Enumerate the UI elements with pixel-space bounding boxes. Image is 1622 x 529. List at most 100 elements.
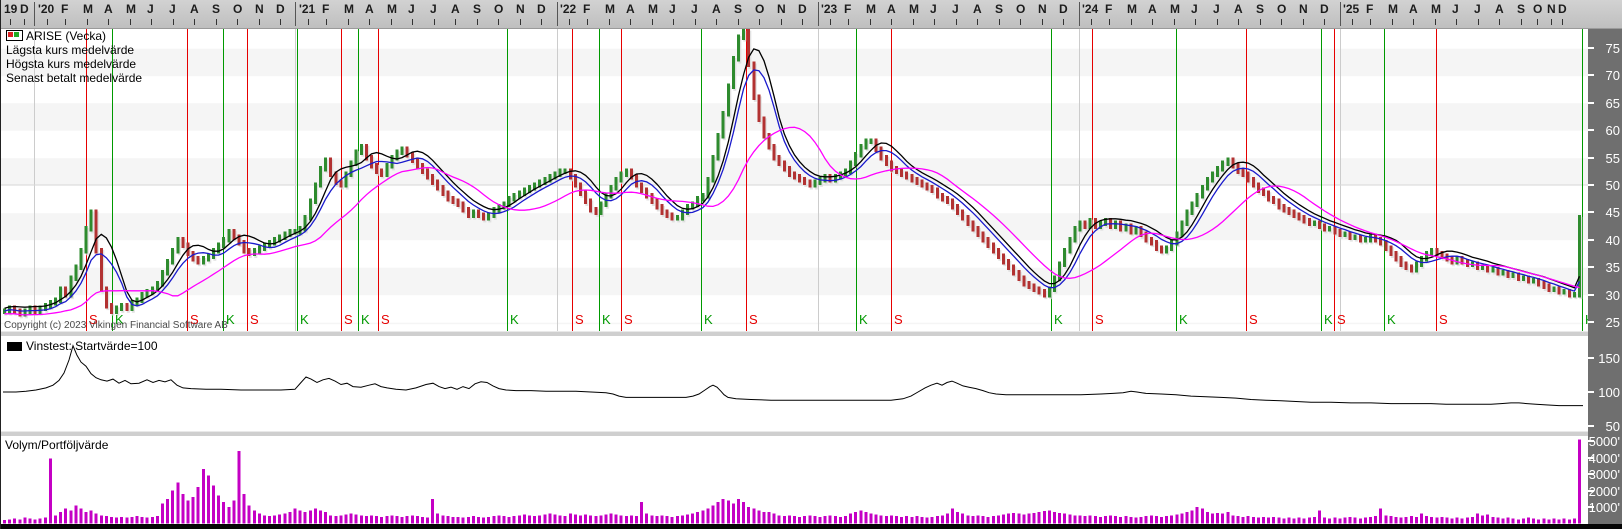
candle-up [79, 248, 83, 270]
time-axis-tick [1352, 19, 1353, 25]
vinstest-pane[interactable]: Vinstest: Startvärde=100 [1, 336, 1588, 431]
volume-bar [655, 516, 659, 524]
time-axis-tick [1303, 19, 1304, 25]
volume-bar [1088, 515, 1092, 524]
volume-bar [151, 516, 154, 524]
time-axis-label: O [233, 2, 243, 16]
time-axis-label: F [844, 2, 852, 16]
candle-down [660, 204, 664, 216]
volume-bar [1511, 518, 1515, 524]
candle-up [171, 248, 174, 265]
volume-bar [44, 517, 47, 524]
time-axis-label: J [930, 2, 937, 16]
volume-bar [548, 513, 552, 524]
candle-down [650, 193, 654, 205]
volume-bar [864, 511, 868, 524]
chart-legend: ARISE (Vecka) Lägsta kurs medelvärde Hög… [6, 29, 142, 85]
volume-bar [166, 498, 169, 524]
sell-signal-letter: S [1249, 312, 1258, 327]
volume-bar [263, 515, 266, 524]
volume-bar [1160, 516, 1163, 524]
candle-up [742, 28, 745, 40]
time-axis-label: O [1277, 2, 1287, 16]
candle-up [1511, 272, 1515, 279]
year-separator-tick [1340, 2, 1341, 26]
volume-bar [1384, 515, 1388, 524]
candle-down [788, 165, 791, 177]
candle-up [1364, 237, 1367, 243]
time-axis-tick [237, 19, 238, 25]
panel-separator-2[interactable] [1, 431, 1588, 436]
volume-bar [869, 513, 873, 524]
candle-down [1440, 250, 1444, 259]
candle-down [1557, 286, 1561, 295]
time-axis-label: N [1038, 2, 1047, 16]
candle-down [125, 302, 129, 312]
volume-bar [1226, 511, 1230, 524]
candle-up [1211, 171, 1214, 183]
time-axis-tick [977, 19, 978, 25]
volume-bar [1007, 513, 1010, 524]
candle-up [385, 163, 389, 177]
volume-bar [319, 510, 322, 524]
vinstest-axis-label: 150 [1598, 351, 1620, 366]
candle-down [1399, 256, 1403, 268]
panel-separator-1[interactable] [1, 331, 1588, 336]
time-axis-tick [569, 19, 570, 25]
candle-down [1043, 289, 1046, 298]
volume-bar [298, 510, 302, 524]
volume-bar [518, 515, 521, 524]
candle-up [538, 179, 541, 188]
candle-down [64, 286, 67, 298]
volume-bar [196, 487, 200, 524]
time-axis-label: S [1517, 2, 1526, 16]
sell-signal-letter: S [894, 312, 903, 327]
volume-bar [1491, 516, 1495, 524]
volume-bar [1542, 518, 1546, 524]
time-axis-label: '20 [38, 2, 55, 16]
time-axis-tick [1551, 19, 1552, 25]
time-axis-label: O [1533, 2, 1543, 16]
volume-bar [1236, 516, 1240, 524]
volume-pane[interactable]: Volym/Portföljvärde [1, 436, 1588, 524]
time-axis[interactable]: 19 D '20 F M A M J J A S O N D '21 F M A M J J A S O N D '22 F M A M J J… [1, 0, 1622, 29]
time-axis-tick [1392, 19, 1393, 25]
volume-bar [823, 516, 827, 524]
legend-item-hogsta: Högsta kurs medelvärde [6, 57, 137, 71]
volume-bar [1083, 516, 1087, 524]
volume-bar [533, 516, 536, 524]
candle-up [161, 269, 164, 287]
volume-bar [186, 500, 190, 524]
volume-bar [859, 510, 863, 524]
price-chart-pane[interactable]: SKSKSKSKSKSKSKSKSKSKSKSKSK ARISE (Vecka)… [1, 28, 1588, 331]
volume-bar [1532, 518, 1535, 524]
candle-down [1506, 269, 1510, 279]
volume-bar [461, 517, 465, 524]
candle-down [1150, 237, 1153, 246]
candle-down [1547, 283, 1551, 292]
volume-bar [609, 513, 613, 524]
candle-up [1420, 256, 1423, 268]
volume-bar [74, 505, 78, 524]
candle-up [69, 275, 73, 298]
vinstest-axis-label: 50 [1605, 419, 1620, 434]
volume-bar [28, 518, 32, 524]
volume-bar [426, 517, 429, 524]
volume-bar [839, 516, 842, 524]
volume-bar [625, 516, 628, 524]
volume-bar [400, 516, 404, 524]
vinstest-line [3, 344, 1583, 407]
candle-down [915, 176, 919, 185]
candle-up [1165, 245, 1168, 254]
value-axis-strip[interactable]: 75 70 65 60 55 50 45 40 35 30 25 150 100 50 5000' 4000'… [1588, 28, 1622, 524]
candle-down [110, 302, 113, 314]
candle-down [1527, 275, 1530, 284]
time-axis-label: M [1170, 2, 1180, 16]
vinstest-axis-label-tick [1588, 357, 1594, 359]
time-axis-tick [1324, 19, 1325, 25]
time-axis-tick [1281, 19, 1282, 25]
candle-down [1139, 226, 1143, 238]
volume-bar [3, 520, 6, 524]
candle-up [222, 237, 225, 249]
volume-bar [1348, 516, 1352, 524]
